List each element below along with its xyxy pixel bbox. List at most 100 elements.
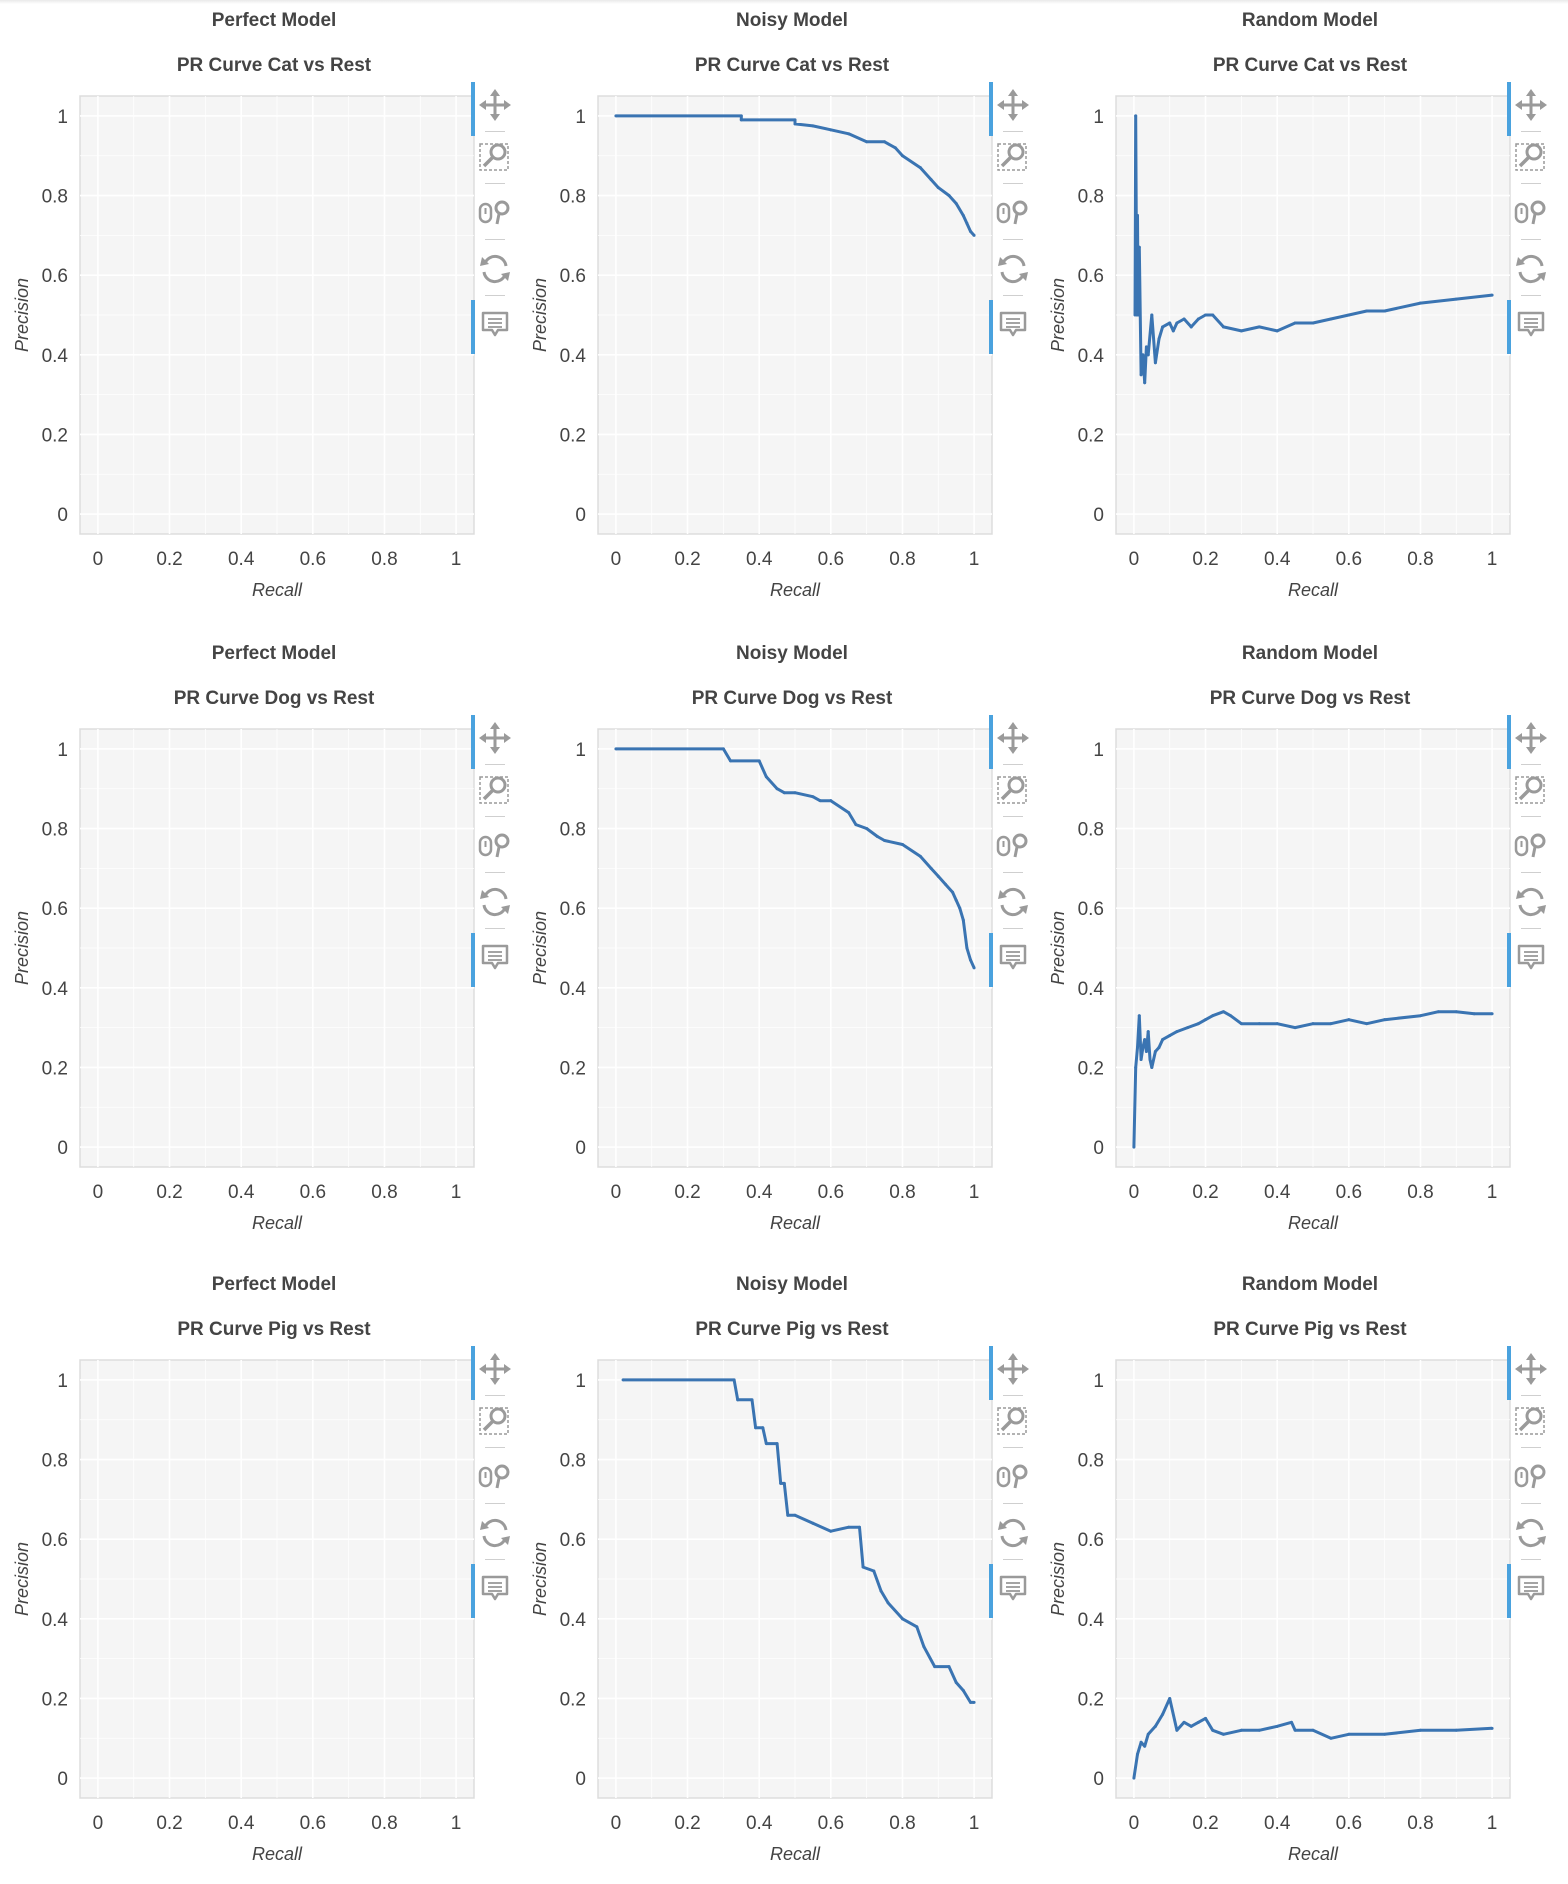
hover-tool-button[interactable] xyxy=(993,303,1033,343)
hover-tool-button[interactable] xyxy=(1511,1567,1551,1607)
plot-svg[interactable]: 0 0.2 0.4 0.6 0.8 1 0 0.2 0.4 0.6 0.8 1 Recall Precis… xyxy=(1036,1264,1514,1884)
wheel-zoom-tool-button[interactable] xyxy=(1511,826,1551,866)
box-zoom-tool-button[interactable] xyxy=(993,770,1033,810)
box-zoom-tool-button[interactable] xyxy=(1511,137,1551,177)
reset-icon xyxy=(1516,254,1546,284)
data-point xyxy=(1171,329,1175,333)
plot-svg[interactable]: 0 0.2 0.4 0.6 0.8 1 0 0.2 0.4 0.6 0.8 1 Recall Precis… xyxy=(518,633,996,1253)
data-point xyxy=(793,791,797,795)
model-title: Perfect Model xyxy=(211,10,337,31)
data-point xyxy=(847,132,851,136)
toolbar-separator xyxy=(485,183,505,184)
data-point xyxy=(1161,1038,1165,1042)
toolbar xyxy=(1507,1346,1551,1625)
box-zoom-tool-button[interactable] xyxy=(993,137,1033,177)
wheel-zoom-tool-button[interactable] xyxy=(1511,1457,1551,1497)
pan-tool-button[interactable] xyxy=(993,718,1033,758)
plot-svg[interactable]: 0 0.2 0.4 0.6 0.8 1 0 0.2 0.4 0.6 0.8 1 Recall Precis… xyxy=(1036,0,1514,620)
wheel-zoom-tool-button[interactable] xyxy=(993,826,1033,866)
x-axis-label: Recall xyxy=(770,1213,821,1233)
reset-tool-button[interactable] xyxy=(993,1513,1033,1553)
reset-tool-button[interactable] xyxy=(1511,249,1551,289)
x-tick-label: 0.2 xyxy=(1192,549,1218,570)
data-point xyxy=(954,1681,958,1685)
series-line xyxy=(1133,114,1493,385)
hover-tool-button[interactable] xyxy=(475,1567,515,1607)
pan-tool-button[interactable] xyxy=(1511,718,1551,758)
data-point xyxy=(1329,1736,1333,1740)
plot-svg[interactable]: 0 0.2 0.4 0.6 0.8 1 0 0.2 0.4 0.6 0.8 1 Recall Precis… xyxy=(518,0,996,620)
toolbar xyxy=(471,715,515,994)
y-tick-label: 0.6 xyxy=(1078,1530,1104,1551)
chart-title: PR Curve Pig vs Rest xyxy=(1213,1319,1407,1340)
hover-icon xyxy=(481,1575,509,1601)
box-zoom-tool-button[interactable] xyxy=(475,1401,515,1441)
pan-tool-button[interactable] xyxy=(475,85,515,125)
data-point xyxy=(972,966,976,970)
wheel-zoom-tool-button[interactable] xyxy=(475,826,515,866)
data-point xyxy=(721,747,725,751)
hover-tool-button[interactable] xyxy=(475,936,515,976)
pan-tool-button[interactable] xyxy=(1511,85,1551,125)
model-title: Noisy Model xyxy=(736,1274,848,1295)
x-tick-label: 0.4 xyxy=(228,549,255,570)
hover-tool-button[interactable] xyxy=(1511,303,1551,343)
data-point xyxy=(1221,1010,1225,1014)
plot-svg[interactable]: 0 0.2 0.4 0.6 0.8 1 0 0.2 0.4 0.6 0.8 1 Recall Precis… xyxy=(1036,633,1514,1253)
wheel-zoom-tool-button[interactable] xyxy=(1511,193,1551,233)
pan-tool-button[interactable] xyxy=(993,85,1033,125)
x-tick-label: 1 xyxy=(1487,549,1498,570)
wheel-zoom-tool-button[interactable] xyxy=(475,1457,515,1497)
hover-tool-button[interactable] xyxy=(993,1567,1033,1607)
x-tick-label: 1 xyxy=(451,549,462,570)
y-axis-label: Precision xyxy=(530,1542,550,1616)
plot-svg[interactable]: 0 0.2 0.4 0.6 0.8 1 0 0.2 0.4 0.6 0.8 1 Recall Precis… xyxy=(0,0,478,620)
y-tick-label: 1 xyxy=(575,107,586,128)
x-tick-label: 0.6 xyxy=(300,1813,326,1834)
active-tool-indicator xyxy=(989,82,993,136)
reset-tool-button[interactable] xyxy=(993,882,1033,922)
box-zoom-tool-button[interactable] xyxy=(993,1401,1033,1441)
box-zoom-tool-button[interactable] xyxy=(1511,1401,1551,1441)
box-zoom-tool-button[interactable] xyxy=(1511,770,1551,810)
reset-tool-button[interactable] xyxy=(475,1513,515,1553)
x-axis-label: Recall xyxy=(1288,580,1339,600)
plot-svg[interactable]: 0 0.2 0.4 0.6 0.8 1 0 0.2 0.4 0.6 0.8 1 Recall Precis… xyxy=(0,633,478,1253)
data-point xyxy=(786,1513,790,1517)
data-point xyxy=(1221,1732,1225,1736)
box-zoom-tool-button[interactable] xyxy=(475,137,515,177)
hover-tool-button[interactable] xyxy=(993,936,1033,976)
plot-svg[interactable]: 0 0.2 0.4 0.6 0.8 1 0 0.2 0.4 0.6 0.8 1 Recall Precis… xyxy=(518,1264,996,1884)
data-point xyxy=(961,1688,965,1692)
reset-tool-button[interactable] xyxy=(475,882,515,922)
data-point xyxy=(965,946,969,950)
wheel-zoom-tool-button[interactable] xyxy=(475,193,515,233)
pan-tool-button[interactable] xyxy=(475,718,515,758)
hover-tool-button[interactable] xyxy=(475,303,515,343)
data-point xyxy=(1175,321,1179,325)
data-point xyxy=(918,854,922,858)
plot-svg[interactable]: 0 0.2 0.4 0.6 0.8 1 0 0.2 0.4 0.6 0.8 1 Recall Precis… xyxy=(0,1264,478,1884)
reset-tool-button[interactable] xyxy=(475,249,515,289)
pan-tool-button[interactable] xyxy=(475,1349,515,1389)
wheel-zoom-tool-button[interactable] xyxy=(993,1457,1033,1497)
toolbar-separator xyxy=(485,1503,505,1504)
data-point xyxy=(1132,1776,1136,1780)
reset-tool-button[interactable] xyxy=(1511,1513,1551,1553)
data-point xyxy=(886,1601,890,1605)
data-point xyxy=(1153,1724,1157,1728)
pan-tool-button[interactable] xyxy=(993,1349,1033,1389)
pan-tool-button[interactable] xyxy=(1511,1349,1551,1389)
toolbar-separator xyxy=(1521,1559,1541,1560)
reset-tool-button[interactable] xyxy=(1511,882,1551,922)
y-tick-label: 0 xyxy=(575,505,586,526)
data-point xyxy=(829,128,833,132)
box-zoom-tool-button[interactable] xyxy=(475,770,515,810)
hover-tool-button[interactable] xyxy=(1511,936,1551,976)
reset-tool-button[interactable] xyxy=(993,249,1033,289)
data-point xyxy=(1139,1057,1143,1061)
wheel-zoom-tool-button[interactable] xyxy=(993,193,1033,233)
data-point xyxy=(1290,1720,1294,1724)
data-point xyxy=(1161,1712,1165,1716)
data-point xyxy=(883,838,887,842)
